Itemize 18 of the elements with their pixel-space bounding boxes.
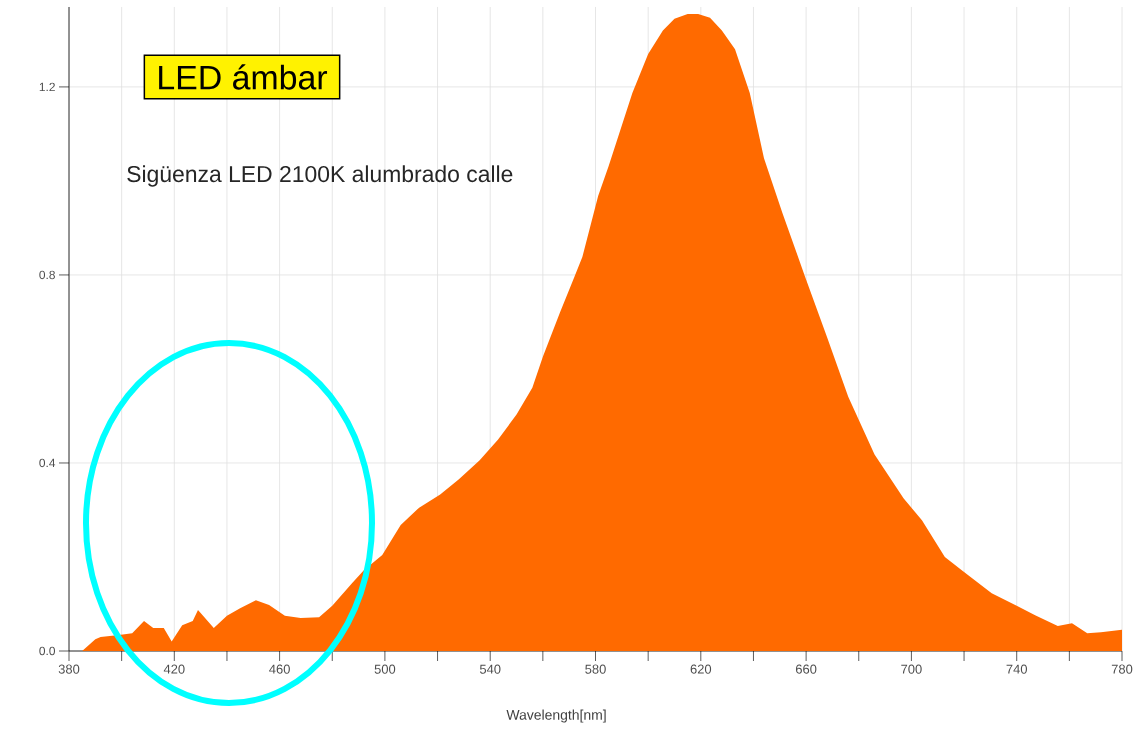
x-tick-label: 460 bbox=[269, 664, 290, 674]
x-tick-label: 580 bbox=[585, 664, 606, 674]
x-tick-label: 700 bbox=[901, 664, 922, 674]
text: Sigüenza LED 2100K alumbrado calle bbox=[127, 165, 513, 187]
x-tick-label: 540 bbox=[479, 664, 501, 674]
y-tick-label: 0.0 bbox=[39, 646, 56, 656]
y-tick-label: 0.8 bbox=[39, 270, 55, 280]
x-tick-label: 420 bbox=[163, 664, 185, 674]
x-tick-label: 500 bbox=[374, 664, 396, 674]
x-tick-label: 380 bbox=[58, 664, 80, 674]
x-axis-title: Wavelength[nm] bbox=[506, 709, 606, 723]
y-tick-label: 1.2 bbox=[39, 82, 55, 92]
y-tick-label: 0.4 bbox=[39, 458, 56, 468]
text: LED ámbar bbox=[159, 64, 328, 90]
x-tick-label: 620 bbox=[690, 664, 712, 674]
x-tick-label: 780 bbox=[1111, 664, 1133, 674]
x-tick-label: 740 bbox=[1006, 664, 1028, 674]
x-tick-label: 660 bbox=[795, 664, 817, 674]
